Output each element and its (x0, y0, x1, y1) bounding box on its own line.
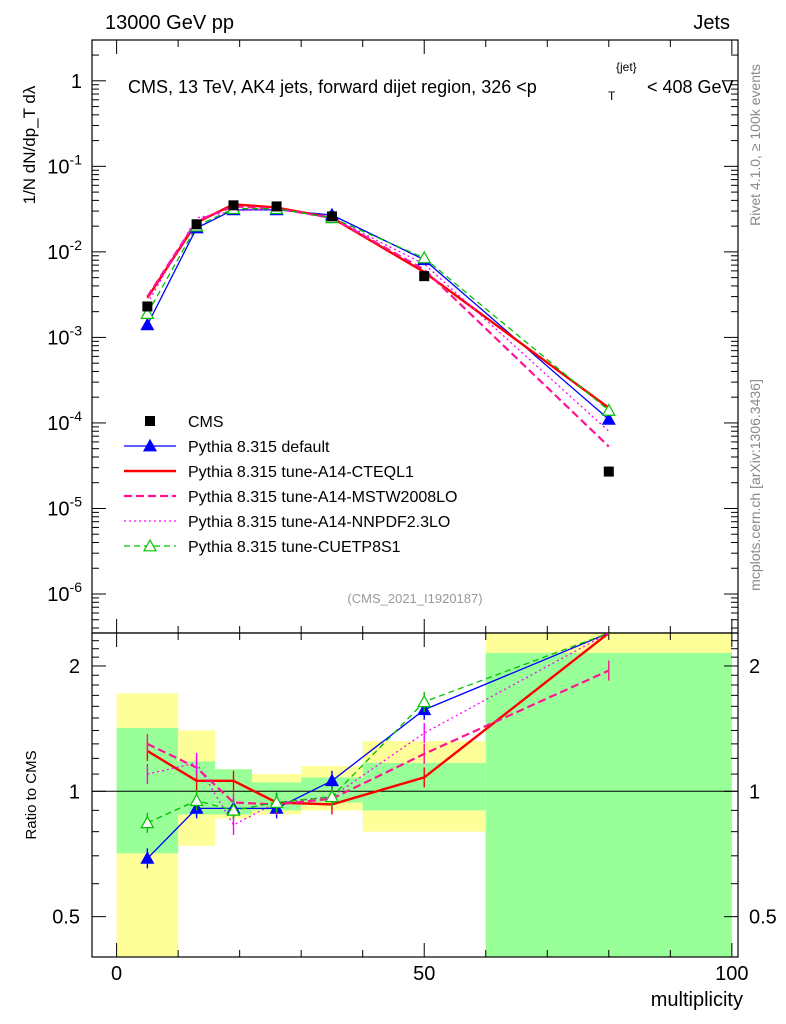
series-line-upper-2 (146, 205, 610, 448)
series-marker-ratio-4-1 (189, 793, 204, 806)
legend-marker-4 (142, 538, 158, 552)
ratio-tick-label-right-0.5: 0.5 (749, 907, 777, 929)
ratio-tick-label-right-2: 2 (749, 656, 760, 678)
legend-label-0: Pythia 8.315 default (188, 439, 330, 456)
ratio-frame (91, 632, 739, 958)
series-marker-ratio-4-5 (417, 694, 432, 708)
x-tick-label-50: 50 (413, 963, 435, 985)
y-tick-exponent: -5 (70, 493, 83, 509)
y-tick-exponent: -6 (70, 579, 83, 595)
ratio-tick-label-left-0.5: 0.5 (52, 907, 80, 929)
y-tick-base: 10 (47, 242, 69, 264)
y-tick-base: 10 (47, 156, 69, 178)
y-tick-label-10-4: 10-4 (47, 408, 82, 435)
x-axis-label: multiplicity (651, 989, 743, 1011)
series-line-upper-1 (146, 203, 610, 409)
y-tick-label-10-5: 10-5 (47, 493, 82, 520)
y-tick-label-10-6: 10-6 (47, 579, 82, 606)
data-point-2 (228, 200, 239, 211)
y-tick-base: 10 (47, 584, 69, 606)
data-point-0 (142, 301, 153, 312)
legend-label-4: Pythia 8.315 tune-CUETP8S1 (188, 539, 401, 556)
analysis-tag: (CMS_2021_I1920187) (347, 591, 482, 606)
series-marker-ratio-4-0 (140, 815, 155, 829)
series-marker-ratio-0-0 (140, 851, 155, 864)
ratio-uncertainty-bands (116, 633, 732, 957)
data-point-1 (191, 219, 202, 230)
y-axis-label-text: 1/N dN/dp_T dλ (20, 85, 39, 204)
title: CMS, 13 TeV, AK4 jets, forward dijet reg… (128, 60, 734, 103)
series-marker-upper-0-6 (601, 412, 616, 425)
y-tick-exponent: -4 (70, 408, 83, 424)
ratio-tick-label-right-1: 1 (749, 781, 760, 803)
ratio-tick-label-left-2: 2 (69, 656, 80, 678)
chart-title-end: < 408 GeV (647, 77, 734, 97)
data-point-3 (271, 201, 282, 212)
series-marker-ratio-4-2 (226, 803, 241, 816)
legend-marker-data (145, 416, 155, 426)
header-right: Jets (693, 12, 730, 34)
y-tick-base: 10 (47, 327, 69, 349)
y-tick-label-10-1: 10-1 (47, 151, 82, 178)
series-line-upper-3 (146, 208, 610, 432)
y-tick-exponent: -1 (70, 151, 83, 167)
legend-label-1: Pythia 8.315 tune-A14-CTEQL1 (188, 464, 414, 481)
mcplots-label: mcplots.cern.ch [arXiv:1306.3436] (747, 379, 763, 591)
band-inner-6 (485, 652, 732, 957)
rivet-version-label: Rivet 4.1.0, ≥ 100k events (747, 64, 763, 226)
legend: CMS Pythia 8.315 default Pythia 8.315 tune… (124, 414, 457, 556)
data-points (140, 200, 616, 869)
series-marker-ratio-4-4 (324, 789, 339, 803)
y-tick-label-1: 1 (71, 71, 82, 93)
series-marker-upper-0-0 (140, 317, 155, 331)
legend-label-2: Pythia 8.315 tune-A14-MSTW2008LO (188, 489, 457, 506)
chart-title-sup: {jet} (616, 60, 637, 74)
y-tick-label-10-2: 10-2 (47, 237, 82, 264)
series-marker-upper-4-0 (140, 306, 155, 319)
series-marker-upper-4-6 (601, 403, 616, 416)
x-tick-label-0: 0 (111, 963, 122, 985)
y-tick-exponent: -2 (70, 237, 83, 253)
y-axis-label-upper: 1/N dN/dp_T dλ (20, 85, 39, 204)
series-marker-ratio-0-4 (324, 773, 339, 787)
series-marker-upper-4-5 (417, 250, 432, 264)
axes (91, 39, 739, 958)
legend-label-data: CMS (188, 414, 224, 431)
x-tick-label-100: 100 (715, 963, 748, 985)
header-left: 13000 GeV pp (105, 12, 234, 34)
data-point-4 (326, 211, 337, 222)
data-point-6 (603, 466, 614, 477)
legend-marker-0 (142, 438, 158, 452)
y-tick-label-10-3: 10-3 (47, 322, 82, 349)
legend-label-3: Pythia 8.315 tune-A14-NNPDF2.3LO (188, 514, 450, 531)
data-point-5 (419, 271, 430, 282)
ratio-tick-label-left-1: 1 (69, 781, 80, 803)
chart-title-sub: T (608, 89, 616, 103)
y-tick-base: 10 (47, 413, 69, 435)
series-line-upper-0 (146, 209, 610, 420)
y-tick-exponent: -3 (70, 322, 83, 338)
series-marker-ratio-4-3 (269, 795, 284, 808)
chart-title-main: CMS, 13 TeV, AK4 jets, forward dijet reg… (128, 77, 537, 97)
y-tick-base: 10 (47, 498, 69, 520)
y-axis-label-ratio: Ratio to CMS (23, 750, 40, 839)
